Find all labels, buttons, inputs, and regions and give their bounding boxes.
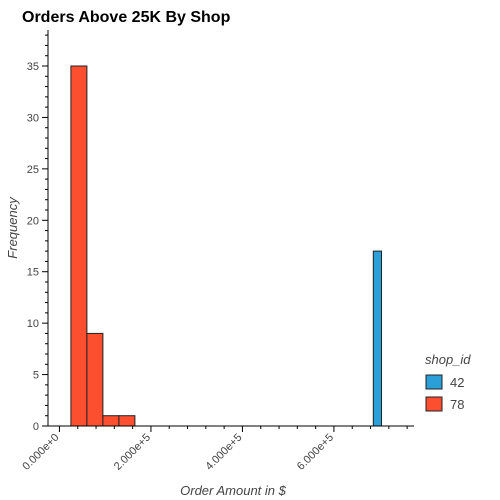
y-tick-label: 30 [27, 112, 39, 124]
x-tick-label: 0.000e+0 [20, 432, 61, 473]
legend-label-42: 42 [450, 375, 464, 390]
bar-shop-78-2 [102, 415, 120, 427]
bar-shop-78-0 [70, 65, 88, 427]
legend-box [414, 340, 480, 426]
y-tick-label: 35 [27, 61, 39, 73]
legend-title: shop_id [425, 352, 471, 367]
y-tick-label: 25 [27, 164, 39, 176]
x-axis-label: Order Amount in $ [180, 483, 287, 498]
x-tick-label: 2.000e+5 [112, 432, 153, 473]
y-axis: 0 5 10 15 20 25 30 35 [27, 30, 49, 433]
y-tick-label: 15 [27, 267, 39, 279]
y-axis-label: Frequency [5, 196, 20, 259]
x-tick-label: 4.000e+5 [203, 432, 244, 473]
y-tick-label: 10 [27, 318, 39, 330]
x-axis: 0.000e+0 2.000e+5 4.000e+5 6.000e+5 [20, 425, 414, 473]
legend-swatch-42 [425, 374, 443, 390]
x-tick-label: 6.000e+5 [295, 432, 336, 473]
chart-title: Orders Above 25K By Shop [22, 9, 231, 26]
y-tick-label: 20 [27, 215, 39, 227]
legend-swatch-78 [425, 396, 443, 412]
y-tick-label: 5 [33, 370, 39, 382]
bar-shop-42-0 [372, 250, 382, 427]
bar-shop-78-3 [118, 415, 136, 427]
bars-layer [70, 65, 382, 427]
y-tick-label: 0 [33, 421, 39, 433]
bar-shop-78-1 [86, 332, 104, 427]
legend-label-78: 78 [450, 397, 464, 412]
plot-area [48, 30, 414, 426]
